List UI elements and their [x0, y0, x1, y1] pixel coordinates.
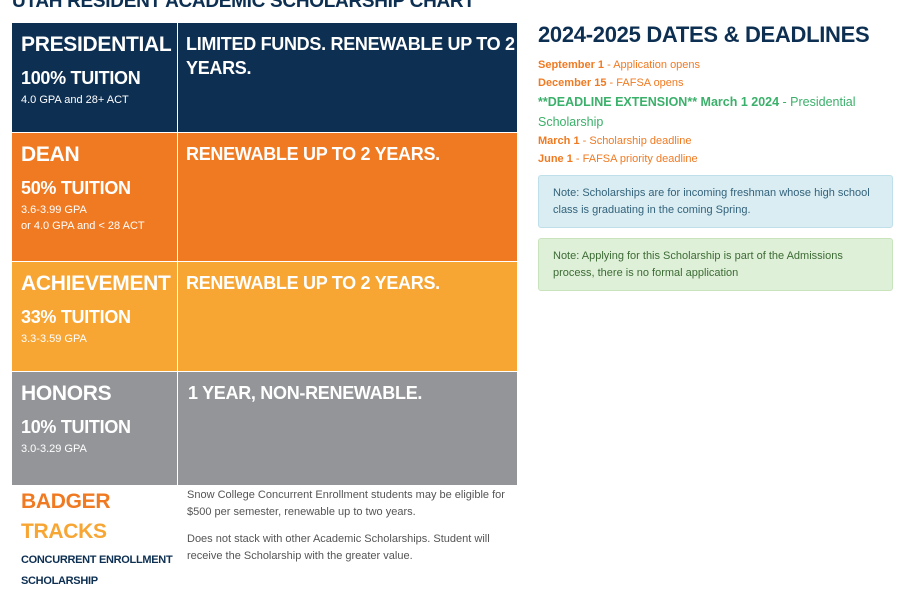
deadlines-section: 2024-2025 DATES & DEADLINES September 1 … — [538, 20, 893, 168]
deadline-text: - FAFSA opens — [606, 77, 684, 89]
deadline-item: September 1 - Application opens — [538, 56, 893, 74]
tier-info: PRESIDENTIAL 100% TUITION 4.0 GPA and 28… — [12, 23, 178, 132]
deadline-item: June 1 - FAFSA priority deadline — [538, 150, 893, 168]
tier-name: ACHIEVEMENT — [21, 272, 171, 295]
deadline-date: December 15 — [538, 77, 607, 89]
badger-subtitle-line2: SCHOLARSHIP — [21, 575, 98, 587]
deadline-text: - Presidential Scholarship — [538, 95, 856, 129]
tier-detail: LIMITED FUNDS. RENEWABLE UP TO 2 YEARS. — [178, 23, 517, 132]
tier-name: PRESIDENTIAL — [21, 33, 172, 56]
deadline-text: - Scholarship deadline — [579, 135, 692, 147]
deadline-date: March 1 — [538, 135, 580, 147]
tier-detail: RENEWABLE UP TO 2 YEARS. — [178, 262, 517, 371]
tier-info: HONORS 10% TUITION 3.0-3.29 GPA — [12, 372, 178, 485]
deadline-text: - FAFSA priority deadline — [572, 153, 698, 165]
tier-award: 33% TUITION — [21, 307, 131, 327]
deadline-date: September 1 — [538, 59, 605, 71]
tier-honors: HONORS 10% TUITION 3.0-3.29 GPA 1 YEAR, … — [12, 372, 517, 486]
badger-title-part2: TRACKS — [21, 520, 107, 543]
tier-info: DEAN 50% TUITION 3.6-3.99 GPA or 4.0 GPA… — [12, 133, 178, 261]
badger-paragraph: Snow College Concurrent Enrollment stude… — [187, 489, 505, 518]
badger-subtitle-line1: CONCURRENT ENROLLMENT — [21, 554, 173, 566]
badger-title: BADGER TRACKS — [21, 487, 178, 547]
badger-description: Snow College Concurrent Enrollment stude… — [178, 487, 517, 592]
tier-award: 50% TUITION — [21, 178, 131, 198]
tier-requirement: or 4.0 GPA and < 28 ACT — [21, 220, 145, 232]
tier-detail: 1 YEAR, NON-RENEWABLE. — [178, 372, 517, 485]
badger-title-part1: BADGER — [21, 490, 111, 513]
scholarship-chart: PRESIDENTIAL 100% TUITION 4.0 GPA and 28… — [12, 23, 517, 486]
note-admissions: Note: Applying for this Scholarship is p… — [538, 238, 893, 291]
tier-note: RENEWABLE UP TO 2 YEARS. — [186, 144, 440, 164]
deadline-text: - Application opens — [604, 59, 701, 71]
tier-requirement: 3.0-3.29 GPA — [21, 443, 87, 455]
deadline-item-extension: **DEADLINE EXTENSION** March 1 2024 - Pr… — [538, 92, 893, 132]
tier-note: RENEWABLE UP TO 2 YEARS. — [186, 273, 440, 293]
badger-paragraph: Does not stack with other Academic Schol… — [187, 533, 490, 562]
tier-info: ACHIEVEMENT 33% TUITION 3.3-3.59 GPA — [12, 262, 178, 371]
tier-award: 10% TUITION — [21, 417, 131, 437]
note-freshman: Note: Scholarships are for incoming fres… — [538, 175, 893, 228]
tier-name: HONORS — [21, 382, 112, 405]
tier-requirement: 3.3-3.59 GPA — [21, 333, 87, 345]
deadline-item: March 1 - Scholarship deadline — [538, 132, 893, 150]
tier-achievement: ACHIEVEMENT 33% TUITION 3.3-3.59 GPA REN… — [12, 262, 517, 372]
page-title: UTAH RESIDENT ACADEMIC SCHOLARSHIP CHART — [12, 0, 475, 12]
tier-note: 1 YEAR, NON-RENEWABLE. — [188, 383, 423, 403]
tier-requirement: 3.6-3.99 GPA — [21, 204, 87, 216]
tier-name: DEAN — [21, 143, 80, 166]
tier-note: LIMITED FUNDS. RENEWABLE UP TO 2 YEARS. — [186, 34, 515, 78]
deadline-item: December 15 - FAFSA opens — [538, 74, 893, 92]
deadlines-heading: 2024-2025 DATES & DEADLINES — [538, 22, 870, 47]
badger-tracks-section: BADGER TRACKS CONCURRENT ENROLLMENT SCHO… — [12, 487, 517, 592]
tier-detail: RENEWABLE UP TO 2 YEARS. — [178, 133, 517, 261]
deadline-date: **DEADLINE EXTENSION** March 1 2024 — [538, 95, 780, 109]
tier-dean: DEAN 50% TUITION 3.6-3.99 GPA or 4.0 GPA… — [12, 133, 517, 262]
deadline-date: June 1 — [538, 153, 573, 165]
tier-presidential: PRESIDENTIAL 100% TUITION 4.0 GPA and 28… — [12, 23, 517, 133]
tier-award: 100% TUITION — [21, 68, 141, 88]
badger-title-block: BADGER TRACKS CONCURRENT ENROLLMENT SCHO… — [12, 487, 178, 592]
tier-requirement: 4.0 GPA and 28+ ACT — [21, 94, 129, 106]
